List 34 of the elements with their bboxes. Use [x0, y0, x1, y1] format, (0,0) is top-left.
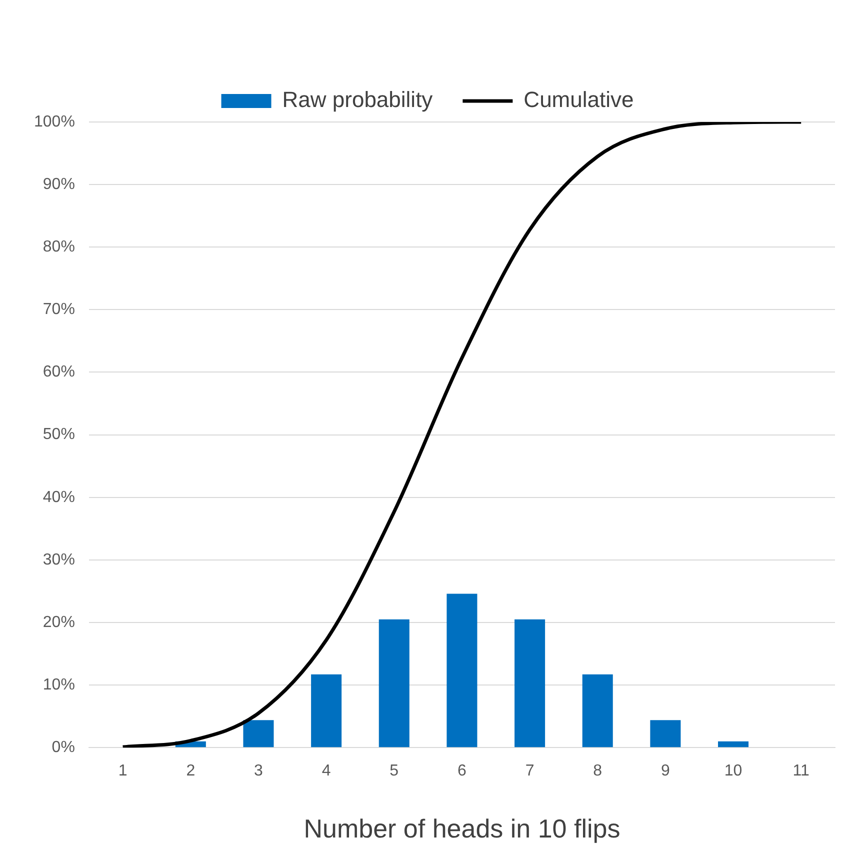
bar [378, 619, 410, 748]
x-tick-label: 7 [525, 762, 534, 780]
y-tick-label: 70% [42, 301, 75, 318]
bar [311, 674, 342, 748]
bar [446, 594, 478, 748]
x-tick-label: 11 [792, 762, 810, 780]
line-series [121, 122, 803, 748]
x-tick-label: 2 [186, 762, 196, 780]
bar [514, 619, 546, 748]
x-axis-title: Number of heads in 10 flips [304, 814, 620, 844]
legend-label: Raw probability [282, 87, 433, 112]
y-tick-label: 80% [42, 238, 75, 256]
bar [718, 741, 749, 748]
bar [582, 674, 613, 748]
y-tick-label: 90% [42, 176, 75, 193]
y-tick-label: 0% [52, 739, 75, 756]
x-tick-label: 9 [660, 762, 670, 780]
y-tick-label: 40% [42, 488, 75, 506]
bar [650, 720, 681, 748]
x-tick-label: 8 [593, 762, 602, 780]
x-tick-label: 3 [254, 762, 264, 780]
legend-label: Cumulative [524, 87, 634, 112]
x-tick-label: 10 [724, 762, 742, 780]
y-tick-label: 60% [42, 364, 75, 381]
y-tick-label: 100% [34, 113, 75, 130]
x-tick-label: 6 [458, 762, 467, 780]
y-tick-label: 50% [42, 426, 75, 444]
x-tick-label: 4 [322, 762, 331, 780]
x-tick-label: 5 [390, 762, 399, 780]
y-tick-label: 30% [42, 551, 75, 568]
bar [243, 720, 274, 748]
y-tick-label: 20% [42, 614, 75, 631]
x-tick-label: 1 [118, 762, 128, 780]
y-tick-label: 10% [42, 676, 75, 694]
